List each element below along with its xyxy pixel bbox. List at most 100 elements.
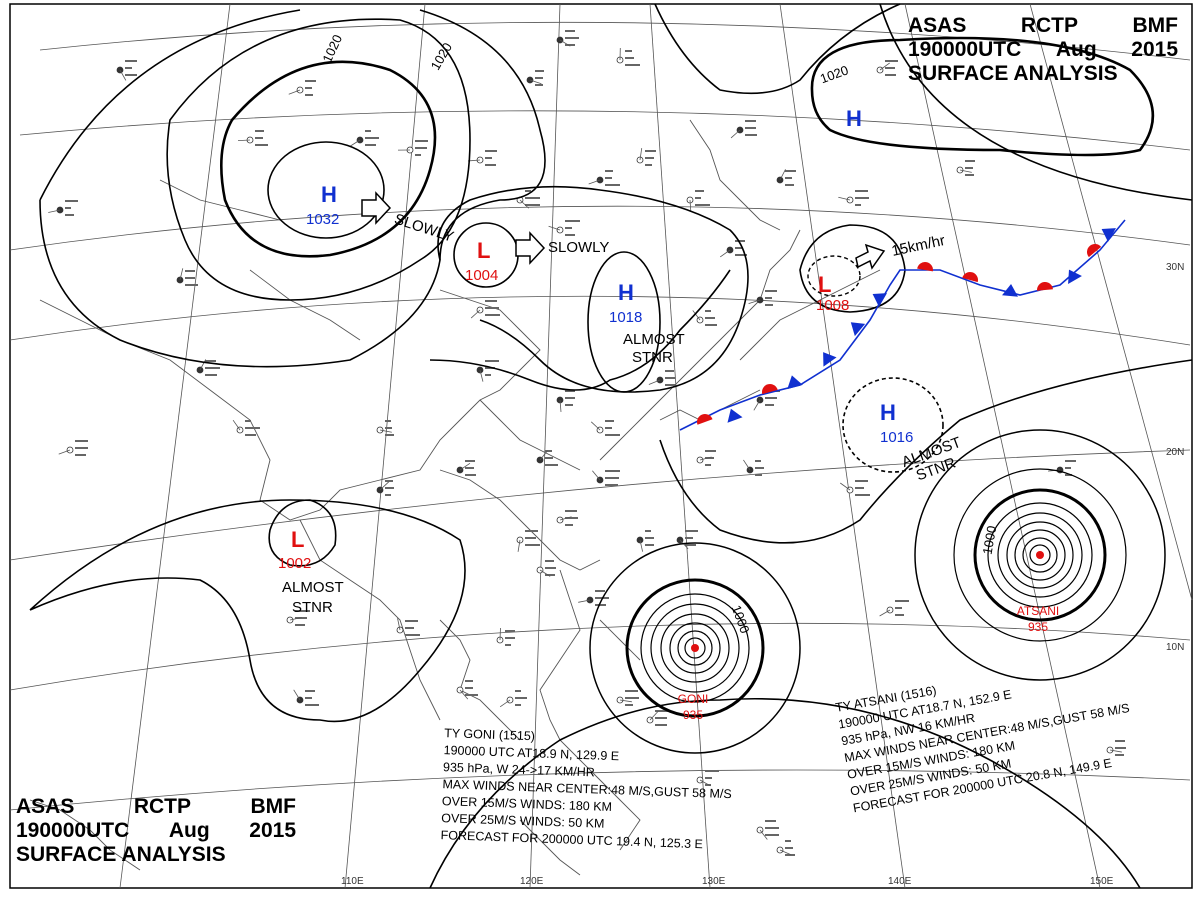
- wind-barb: [379, 481, 390, 491]
- typhoon-pressure: 935: [683, 708, 703, 722]
- wind-barb: [48, 209, 61, 213]
- station-mark: [885, 67, 895, 69]
- isobar-outer-west2: [39, 9, 546, 368]
- header-time: 190000UTC: [908, 38, 1022, 61]
- typhoon-atsani: [914, 429, 1166, 681]
- wind-barb: [459, 462, 471, 471]
- station-mark: [965, 174, 974, 176]
- wind-barb: [779, 849, 792, 856]
- station-mark: [565, 397, 575, 399]
- station-mark: [485, 300, 497, 302]
- station-mark: [245, 434, 256, 436]
- station-mark: [965, 160, 975, 162]
- wind-barb: [199, 359, 207, 371]
- station-mark: [305, 697, 312, 699]
- station-mark: [405, 620, 418, 622]
- wind-barb: [692, 310, 701, 321]
- station-mark: [605, 184, 620, 186]
- stationary-label: STNR: [292, 599, 333, 616]
- station-mark: [645, 150, 656, 152]
- station-mark: [565, 517, 578, 519]
- station-mark: [485, 374, 491, 376]
- lon-label: 130E: [702, 876, 726, 887]
- isobar-central: [659, 3, 1193, 544]
- header-code: BMF: [1132, 14, 1179, 37]
- station-mark: [645, 164, 652, 166]
- wind-barb: [779, 169, 786, 181]
- station-mark: [765, 834, 779, 836]
- wind-barb: [639, 539, 643, 552]
- station-mark: [405, 634, 420, 636]
- station-mark: [605, 484, 618, 486]
- isobar-high-inner: [267, 141, 385, 239]
- station-mark: [485, 307, 499, 309]
- station-mark: [305, 690, 315, 692]
- station-mark: [885, 60, 898, 62]
- station-mark: [855, 197, 869, 199]
- stationary-label: ALMOST: [623, 331, 685, 348]
- station-mark: [695, 204, 710, 206]
- typhoon-labels: GONI 935 ATSANI 935: [678, 604, 1060, 722]
- station-mark: [595, 604, 606, 606]
- isobar-trough: [429, 269, 731, 391]
- station-mark: [185, 284, 198, 286]
- station-mark: [785, 840, 791, 842]
- header-month: Aug: [1055, 38, 1097, 61]
- wind-barb: [879, 609, 891, 617]
- lon-label: 140E: [888, 876, 912, 887]
- lon-label: 120E: [520, 876, 544, 887]
- station-mark: [765, 820, 776, 822]
- wind-barb: [397, 618, 401, 631]
- isobar-1002: [268, 499, 337, 567]
- station-mark: [855, 480, 868, 482]
- warm-front-semicircle: [1087, 244, 1102, 258]
- station-mark: [755, 467, 764, 469]
- map-header-bottom-left: ASAS RCTP BMF 190000UTC Aug 2015 SURFACE…: [16, 795, 296, 867]
- fronts: [679, 219, 1126, 431]
- station-mark: [525, 544, 540, 546]
- wind-barb: [753, 399, 761, 411]
- station-mark: [385, 487, 394, 489]
- low-value: 1008: [816, 297, 849, 314]
- station-mark: [895, 607, 902, 609]
- station-mark: [1115, 754, 1124, 756]
- station-mark: [565, 220, 580, 222]
- coastlines: [29, 119, 881, 876]
- station-mark: [885, 74, 896, 76]
- wind-barb: [689, 199, 692, 212]
- header-station: RCTP: [1020, 14, 1079, 37]
- station-mark: [125, 60, 137, 62]
- station-mark: [515, 704, 521, 706]
- station-mark: [465, 467, 474, 469]
- wind-barb: [288, 89, 301, 95]
- station-mark: [735, 240, 745, 242]
- station-mark: [185, 277, 195, 279]
- isobar-outer-west: [166, 18, 471, 301]
- station-mark: [565, 37, 579, 39]
- station-mark: [205, 374, 217, 376]
- station-mark: [295, 610, 310, 612]
- station-mark: [1065, 474, 1072, 476]
- wind-barb: [559, 39, 571, 47]
- station-mark: [525, 530, 538, 532]
- station-mark: [655, 710, 668, 712]
- wind-barb: [748, 299, 761, 305]
- station-mark: [705, 770, 719, 772]
- low-symbol: L: [477, 238, 490, 263]
- wind-barb: [289, 617, 302, 621]
- wind-barb: [699, 456, 712, 461]
- station-mark: [605, 420, 614, 422]
- station-mark: [765, 397, 777, 399]
- station-mark: [705, 310, 711, 312]
- cold-front-triangle: [1101, 228, 1116, 242]
- station-mark: [545, 574, 555, 576]
- lat-label: 20N: [1166, 447, 1184, 458]
- station-mark: [185, 270, 195, 272]
- station-mark: [765, 297, 772, 299]
- station-mark: [735, 254, 747, 256]
- cold-front-triangle: [1068, 269, 1082, 284]
- header-code: BMF: [250, 795, 297, 818]
- station-mark: [525, 204, 540, 206]
- wind-barb: [879, 62, 890, 71]
- station-mark: [75, 440, 88, 442]
